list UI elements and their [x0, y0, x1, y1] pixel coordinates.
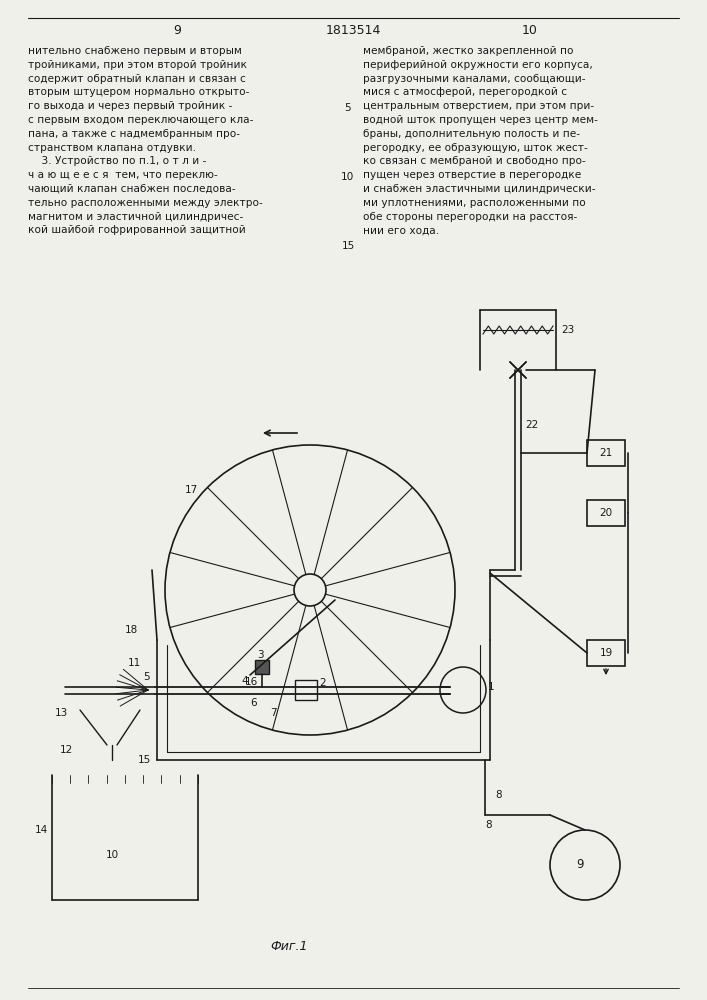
Text: периферийной окружности его корпуса,: периферийной окружности его корпуса,: [363, 60, 592, 70]
Text: странством клапана отдувки.: странством клапана отдувки.: [28, 143, 196, 153]
Text: 13: 13: [55, 708, 69, 718]
Text: 10: 10: [341, 172, 355, 182]
Text: Фиг.1: Фиг.1: [270, 940, 308, 953]
Text: магнитом и эластичной цилиндричес-: магнитом и эластичной цилиндричес-: [28, 212, 243, 222]
Text: 22: 22: [525, 420, 538, 430]
Text: 2: 2: [319, 678, 326, 688]
Text: мембраной, жестко закрепленной по: мембраной, жестко закрепленной по: [363, 46, 573, 56]
Text: 20: 20: [600, 508, 612, 518]
Text: 10: 10: [105, 850, 119, 860]
Text: с первым входом переключающего кла-: с первым входом переключающего кла-: [28, 115, 253, 125]
Text: содержит обратный клапан и связан с: содержит обратный клапан и связан с: [28, 74, 246, 84]
Bar: [587, 640, 625, 666]
Text: кой шайбой гофрированной защитной: кой шайбой гофрированной защитной: [28, 225, 246, 235]
Text: нии его хода.: нии его хода.: [363, 225, 439, 235]
Text: 1813514: 1813514: [325, 24, 380, 37]
Text: ч а ю щ е е с я  тем, что переклю-: ч а ю щ е е с я тем, что переклю-: [28, 170, 218, 180]
Text: 19: 19: [600, 648, 613, 658]
Text: 3: 3: [257, 650, 264, 660]
Text: 6: 6: [250, 698, 257, 708]
Text: 14: 14: [35, 825, 48, 835]
Text: 9: 9: [173, 24, 181, 37]
Text: 11: 11: [128, 658, 141, 668]
Text: ко связан с мембраной и свободно про-: ко связан с мембраной и свободно про-: [363, 156, 586, 166]
Text: 12: 12: [60, 745, 74, 755]
Bar: [295, 680, 317, 700]
Text: и снабжен эластичными цилиндрически-: и снабжен эластичными цилиндрически-: [363, 184, 595, 194]
Text: 4: 4: [241, 676, 247, 686]
Bar: [255, 660, 269, 674]
Bar: [587, 500, 625, 526]
Text: нительно снабжено первым и вторым: нительно снабжено первым и вторым: [28, 46, 242, 56]
Text: 5: 5: [143, 672, 150, 682]
Text: обе стороны перегородки на расстоя-: обе стороны перегородки на расстоя-: [363, 212, 577, 222]
Text: чающий клапан снабжен последова-: чающий клапан снабжен последова-: [28, 184, 235, 194]
Text: разгрузочными каналами, сообщающи-: разгрузочными каналами, сообщающи-: [363, 74, 585, 84]
Text: водной шток пропущен через центр мем-: водной шток пропущен через центр мем-: [363, 115, 598, 125]
Text: 15: 15: [138, 755, 151, 765]
Text: 21: 21: [600, 448, 613, 458]
Text: браны, дополнительную полость и пе-: браны, дополнительную полость и пе-: [363, 129, 580, 139]
Text: ми уплотнениями, расположенными по: ми уплотнениями, расположенными по: [363, 198, 586, 208]
Text: мися с атмосферой, перегородкой с: мися с атмосферой, перегородкой с: [363, 87, 567, 97]
Text: тельно расположенными между электро-: тельно расположенными между электро-: [28, 198, 263, 208]
Text: 18: 18: [125, 625, 139, 635]
Text: 8: 8: [495, 790, 502, 800]
Text: го выхода и через первый тройник -: го выхода и через первый тройник -: [28, 101, 233, 111]
Text: 3. Устройство по п.1, о т л и -: 3. Устройство по п.1, о т л и -: [28, 156, 206, 166]
Text: центральным отверстием, при этом при-: центральным отверстием, при этом при-: [363, 101, 594, 111]
Text: 10: 10: [522, 24, 538, 37]
Text: 5: 5: [345, 103, 351, 113]
Text: 17: 17: [185, 485, 198, 495]
Text: 23: 23: [561, 325, 574, 335]
Text: 8: 8: [485, 820, 491, 830]
Text: пана, а также с надмембранным про-: пана, а также с надмембранным про-: [28, 129, 240, 139]
Text: 16: 16: [245, 677, 258, 687]
Text: 1: 1: [488, 682, 495, 692]
Text: 9: 9: [576, 858, 584, 871]
Text: регородку, ее образующую, шток жест-: регородку, ее образующую, шток жест-: [363, 143, 588, 153]
Text: пущен через отверстие в перегородке: пущен через отверстие в перегородке: [363, 170, 581, 180]
Text: вторым штуцером нормально открыто-: вторым штуцером нормально открыто-: [28, 87, 250, 97]
Text: 15: 15: [341, 241, 355, 251]
Text: 7: 7: [270, 708, 276, 718]
Bar: [587, 440, 625, 466]
Text: тройниками, при этом второй тройник: тройниками, при этом второй тройник: [28, 60, 247, 70]
